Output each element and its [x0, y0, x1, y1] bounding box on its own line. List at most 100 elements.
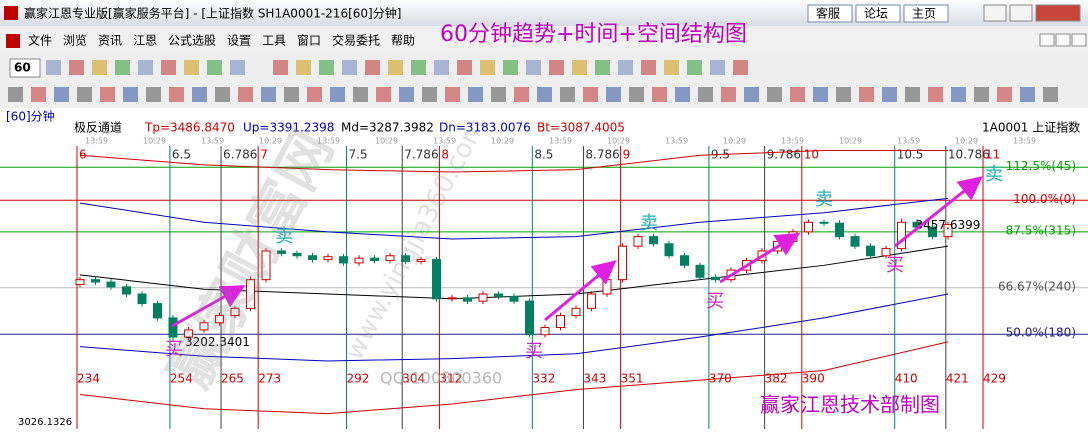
toolbar-icon[interactable] — [342, 60, 357, 75]
menu-item[interactable]: 公式选股 — [168, 34, 216, 48]
candle-body — [122, 286, 131, 295]
toolbar-icon[interactable] — [284, 87, 299, 102]
toolbar-icon[interactable] — [445, 87, 460, 102]
toolbar-icon[interactable] — [618, 60, 633, 75]
toolbar-icon[interactable] — [273, 60, 288, 75]
menu-item[interactable]: 工具 — [262, 34, 286, 48]
toolbar-icon[interactable] — [31, 87, 46, 102]
toolbar-icon[interactable] — [207, 60, 222, 75]
toolbar-icon[interactable] — [8, 87, 23, 102]
link-button[interactable] — [903, 4, 949, 23]
toolbar-icon[interactable] — [307, 87, 322, 102]
chart-bg — [0, 108, 1088, 429]
toolbar-icon[interactable] — [767, 87, 782, 102]
toolbar-icon[interactable] — [721, 87, 736, 102]
mdi-close[interactable] — [1071, 33, 1087, 47]
toolbar-icon[interactable] — [526, 60, 541, 75]
mdi-restore[interactable] — [1055, 33, 1071, 47]
toolbar-icon[interactable] — [123, 87, 138, 102]
toolbar-icon[interactable] — [46, 60, 61, 75]
menu-item[interactable]: 文件 — [28, 33, 52, 48]
toolbar-icon[interactable] — [411, 60, 426, 75]
menu-item[interactable]: 资讯 — [98, 34, 122, 48]
close-button[interactable] — [1035, 4, 1081, 22]
toolbar-icon[interactable] — [353, 87, 368, 102]
toolbar-icon[interactable] — [514, 87, 529, 102]
toolbar-icon[interactable] — [230, 60, 245, 75]
toolbar-icon[interactable] — [549, 60, 564, 75]
toolbar-icon[interactable] — [664, 60, 679, 75]
toolbar-icon[interactable] — [491, 87, 506, 102]
toolbar-icon[interactable] — [928, 87, 943, 102]
toolbar-icon[interactable] — [583, 87, 598, 102]
toolbar-icon[interactable] — [675, 87, 690, 102]
toolbar-icon[interactable] — [100, 87, 115, 102]
toolbar-icon[interactable] — [161, 60, 176, 75]
toolbar-icon[interactable] — [146, 87, 161, 102]
toolbar-icon[interactable] — [319, 60, 334, 75]
toolbar-icon[interactable] — [698, 87, 713, 102]
toolbar-icon[interactable] — [606, 87, 621, 102]
toolbar-icon[interactable] — [388, 60, 403, 75]
toolbar-icon[interactable] — [813, 87, 828, 102]
toolbar-icon[interactable] — [595, 60, 610, 75]
link-button[interactable] — [855, 4, 901, 23]
toolbar-icon[interactable] — [192, 87, 207, 102]
toolbar-icon[interactable] — [169, 87, 184, 102]
toolbar-icon[interactable] — [138, 60, 153, 75]
toolbar-icon[interactable] — [54, 87, 69, 102]
period-dropdown[interactable] — [9, 58, 41, 78]
toolbar-icon[interactable] — [641, 60, 656, 75]
menu-item[interactable]: 江恩 — [133, 34, 157, 48]
toolbar-icon[interactable] — [733, 60, 748, 75]
level-label: 100.0%(0) — [1013, 192, 1076, 206]
menu-item[interactable]: 窗口 — [297, 34, 321, 48]
toolbar-icon[interactable] — [687, 60, 702, 75]
link-button[interactable] — [807, 4, 853, 23]
toolbar-icon[interactable] — [997, 87, 1012, 102]
toolbar-icon[interactable] — [710, 60, 725, 75]
menu-item[interactable]: 浏览 — [63, 33, 87, 48]
toolbar-icon[interactable] — [744, 87, 759, 102]
toolbar-icon[interactable] — [261, 87, 276, 102]
toolbar-icon[interactable] — [1020, 87, 1035, 102]
toolbar-icon[interactable] — [184, 60, 199, 75]
toolbar-icon[interactable] — [399, 87, 414, 102]
toolbar-icon[interactable] — [296, 60, 311, 75]
maximize-button[interactable] — [1009, 4, 1033, 22]
toolbar-icon[interactable] — [882, 87, 897, 102]
toolbar-icon[interactable] — [238, 87, 253, 102]
toolbar-icon[interactable] — [69, 60, 84, 75]
toolbar-icon[interactable] — [790, 87, 805, 102]
time-bottom-label: 332 — [532, 372, 555, 386]
toolbar-icon[interactable] — [652, 87, 667, 102]
toolbar-icon[interactable] — [434, 60, 449, 75]
toolbar-icon[interactable] — [376, 87, 391, 102]
toolbar-icon[interactable] — [905, 87, 920, 102]
toolbar-icon[interactable] — [974, 87, 989, 102]
minimize-button[interactable] — [983, 4, 1007, 22]
toolbar-icon[interactable] — [480, 60, 495, 75]
toolbar-icon[interactable] — [422, 87, 437, 102]
toolbar-icon[interactable] — [1043, 87, 1058, 102]
toolbar-icon[interactable] — [330, 87, 345, 102]
menu-item[interactable]: 帮助 — [391, 34, 415, 48]
toolbar-icon[interactable] — [836, 87, 851, 102]
toolbar-icon[interactable] — [629, 87, 644, 102]
toolbar-icon[interactable] — [457, 60, 472, 75]
toolbar-icon[interactable] — [92, 60, 107, 75]
toolbar-icon[interactable] — [468, 87, 483, 102]
mdi-minimize[interactable] — [1039, 33, 1055, 47]
toolbar-icon[interactable] — [560, 87, 575, 102]
toolbar-icon[interactable] — [572, 60, 587, 75]
toolbar-icon[interactable] — [537, 87, 552, 102]
toolbar-icon[interactable] — [77, 87, 92, 102]
menu-item[interactable]: 交易委托 — [332, 33, 380, 48]
toolbar-icon[interactable] — [859, 87, 874, 102]
toolbar-icon[interactable] — [365, 60, 380, 75]
toolbar-icon[interactable] — [951, 87, 966, 102]
menu-item[interactable]: 设置 — [227, 34, 251, 48]
toolbar-icon[interactable] — [215, 87, 230, 102]
toolbar-icon[interactable] — [115, 60, 130, 75]
toolbar-icon[interactable] — [503, 60, 518, 75]
